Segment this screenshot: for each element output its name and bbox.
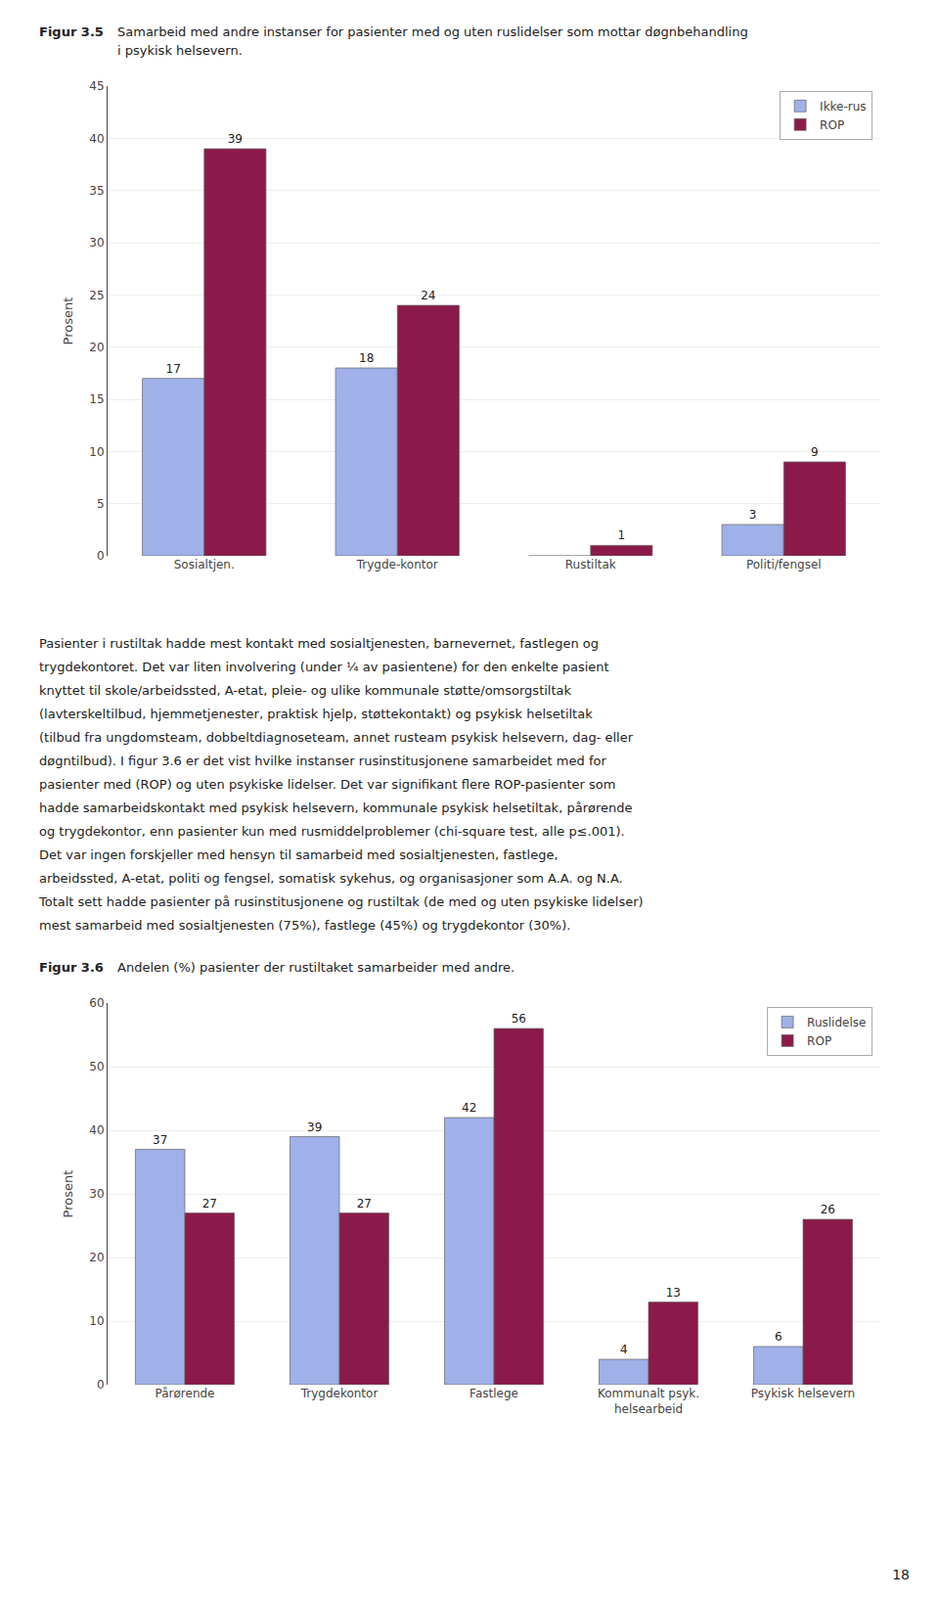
svg-text:4: 4 [620,1341,628,1356]
svg-text:26: 26 [820,1202,836,1216]
html-text:Figur 3.5: Figur 3.5 [39,24,104,40]
svg-text:35: 35 [89,183,104,198]
svg-text:20: 20 [89,1250,104,1264]
svg-text:25: 25 [89,287,104,302]
svg-text:40: 40 [89,131,104,145]
html-text:(lavterskeltilbud, hjemmetjene: (lavterskeltilbud, hjemmetjenester, prak… [39,706,593,721]
html-text:og trygdekontor, enn pasienter: og trygdekontor, enn pasienter kun med r… [39,823,625,839]
html-text:Pasienter i rustiltak hadde me: Pasienter i rustiltak hadde mest kontakt… [39,635,599,651]
html-text:i psykisk helsevern.: i psykisk helsevern. [117,42,243,58]
svg-text:ROP: ROP [806,1033,832,1048]
html-text:Totalt sett hadde pasienter på: Totalt sett hadde pasienter på rusinstit… [39,894,644,909]
html-text:mest samarbeid med sosialtjene: mest samarbeid med sosialtjenesten (75%)… [39,917,571,933]
svg-text:37: 37 [152,1132,168,1147]
html-text:knyttet til skole/arbeidssted,: knyttet til skole/arbeidssted, A-etat, p… [39,682,572,698]
html-text:Samarbeid med andre instanser: Samarbeid med andre instanser for pasien… [117,24,748,40]
svg-text:Prosent: Prosent [60,296,76,345]
html-text:Andelen (%) pasienter der rust: Andelen (%) pasienter der rustiltaket sa… [117,959,515,975]
svg-text:27: 27 [357,1196,372,1210]
svg-text:56: 56 [511,1011,527,1026]
svg-text:40: 40 [89,1122,104,1137]
html-text:døgntilbud). I figur 3.6 er de: døgntilbud). I figur 3.6 er det vist hvi… [39,753,607,768]
svg-text:5: 5 [96,496,105,511]
svg-text:Trygde-kontor: Trygde-kontor [356,557,439,572]
svg-text:20: 20 [89,340,104,355]
svg-text:6: 6 [774,1329,783,1343]
html-text:Det var ingen forskjeller med: Det var ingen forskjeller med hensyn til… [39,847,559,862]
svg-text:30: 30 [89,1186,104,1201]
svg-text:10: 10 [89,444,104,458]
svg-text:1: 1 [618,528,626,542]
svg-text:Prosent: Prosent [60,1169,76,1218]
svg-text:3: 3 [749,507,758,522]
html-text:pasienter med (ROP) og uten ps: pasienter med (ROP) og uten psykiske lid… [39,776,616,792]
svg-text:Ruslidelse: Ruslidelse [806,1015,866,1029]
svg-text:Pårørende: Pårørende [155,1386,216,1400]
html-text:18: 18 [892,1565,910,1582]
svg-text:0: 0 [96,548,105,563]
svg-text:ROP: ROP [819,118,845,133]
svg-text:Ikke-rus: Ikke-rus [819,99,867,114]
svg-text:45: 45 [89,79,104,93]
svg-text:Rustiltak: Rustiltak [565,557,617,572]
svg-text:60: 60 [89,995,104,1010]
svg-text:39: 39 [307,1119,322,1134]
svg-text:24: 24 [420,288,436,303]
svg-text:18: 18 [358,351,374,365]
html-text:Figur 3.6: Figur 3.6 [39,959,104,975]
svg-text:15: 15 [89,392,104,406]
svg-text:27: 27 [202,1196,218,1210]
html-text:(tilbud fra ungdomsteam, dobbe: (tilbud fra ungdomsteam, dobbeltdiagnose… [39,729,633,745]
svg-text:39: 39 [227,132,243,146]
svg-text:17: 17 [166,360,181,375]
svg-text:13: 13 [666,1285,681,1299]
svg-text:Kommunalt psyk.helsearbeid: Kommunalt psyk.helsearbeid [597,1386,700,1416]
svg-text:0: 0 [96,1377,105,1391]
svg-text:Sosialtjen.: Sosialtjen. [174,557,235,572]
svg-text:Psykisk helsevern: Psykisk helsevern [751,1386,855,1400]
svg-text:Politi/fengsel: Politi/fengsel [746,557,822,572]
svg-text:10: 10 [89,1313,104,1328]
html-text:trygdekontoret. Det var liten: trygdekontoret. Det var liten involverin… [39,658,610,674]
svg-text:Fastlege: Fastlege [469,1386,519,1400]
svg-text:Trygdekontor: Trygdekontor [300,1386,379,1400]
html-text:hadde samarbeidskontakt med ps: hadde samarbeidskontakt med psykisk hels… [39,800,633,815]
html-text:arbeidssted, A-etat, politi og: arbeidssted, A-etat, politi og fengsel, … [39,870,623,886]
svg-text:42: 42 [461,1100,477,1115]
svg-text:30: 30 [89,235,104,250]
svg-text:50: 50 [89,1059,104,1074]
svg-text:9: 9 [810,445,819,459]
